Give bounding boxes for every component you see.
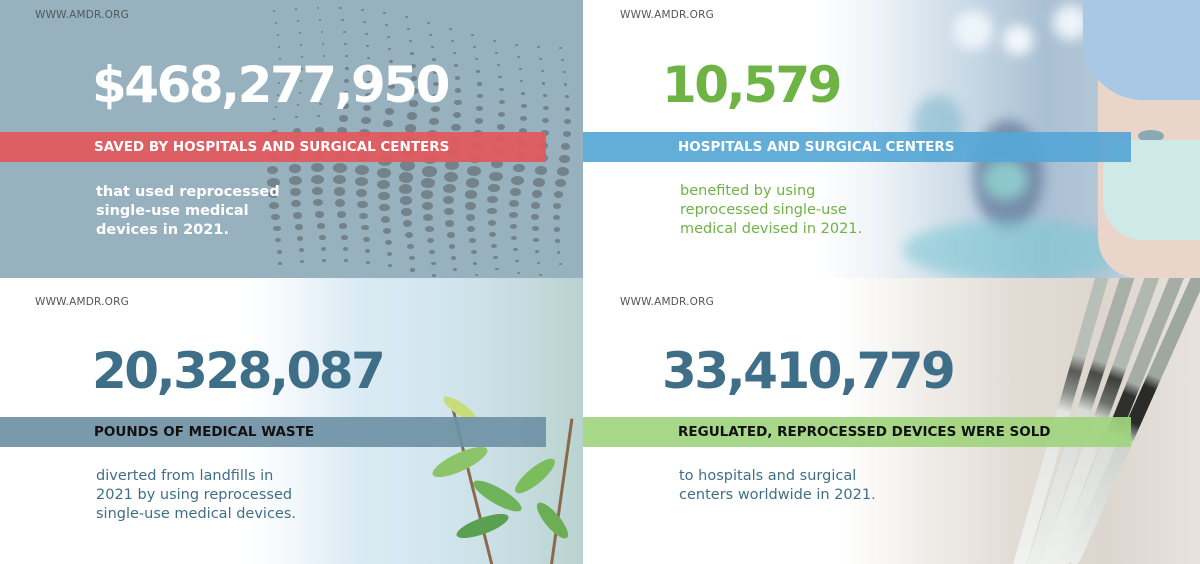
stat-label: HOSPITALS AND SURGICAL CENTERS xyxy=(678,139,955,155)
stat-description: that used reprocessed single-use medical… xyxy=(96,184,280,238)
stat-label: SAVED BY HOSPITALS AND SURGICAL CENTERS xyxy=(94,139,450,155)
stat-label: REGULATED, REPROCESSED DEVICES WERE SOLD xyxy=(678,424,1051,440)
stat-panel-savings: WWW.AMDR.ORG $468,277,950 SAVED BY HOSPI… xyxy=(0,0,583,278)
stat-label-band: HOSPITALS AND SURGICAL CENTERS xyxy=(583,132,1131,162)
stat-value: 10,579 xyxy=(662,56,842,114)
site-url: WWW.AMDR.ORG xyxy=(620,9,714,21)
stat-panel-hospitals: WWW.AMDR.ORG 10,579 HOSPITALS AND SURGIC… xyxy=(583,0,1200,278)
site-url: WWW.AMDR.ORG xyxy=(620,296,714,308)
surgical-cap xyxy=(1083,0,1200,100)
site-url: WWW.AMDR.ORG xyxy=(35,9,129,21)
site-url: WWW.AMDR.ORG xyxy=(35,296,129,308)
stat-value: 33,410,779 xyxy=(662,342,956,400)
stat-description: to hospitals and surgical centers worldw… xyxy=(679,468,876,503)
eye xyxy=(1138,130,1164,142)
stat-description: diverted from landfills in 2021 by using… xyxy=(96,468,296,522)
stat-label-band: POUNDS OF MEDICAL WASTE xyxy=(0,417,546,447)
stat-value: $468,277,950 xyxy=(92,56,450,114)
stat-panel-waste: WWW.AMDR.ORG 20,328,087 POUNDS OF MEDICA… xyxy=(0,278,583,564)
stat-label-band: SAVED BY HOSPITALS AND SURGICAL CENTERS xyxy=(0,132,546,162)
stat-value: 20,328,087 xyxy=(92,342,386,400)
stat-label-band: REGULATED, REPROCESSED DEVICES WERE SOLD xyxy=(583,417,1131,447)
stat-description: benefited by using reprocessed single-us… xyxy=(680,183,863,237)
stat-label: POUNDS OF MEDICAL WASTE xyxy=(94,424,315,440)
stat-panel-devices: WWW.AMDR.ORG 33,410,779 REGULATED, REPRO… xyxy=(583,278,1200,564)
